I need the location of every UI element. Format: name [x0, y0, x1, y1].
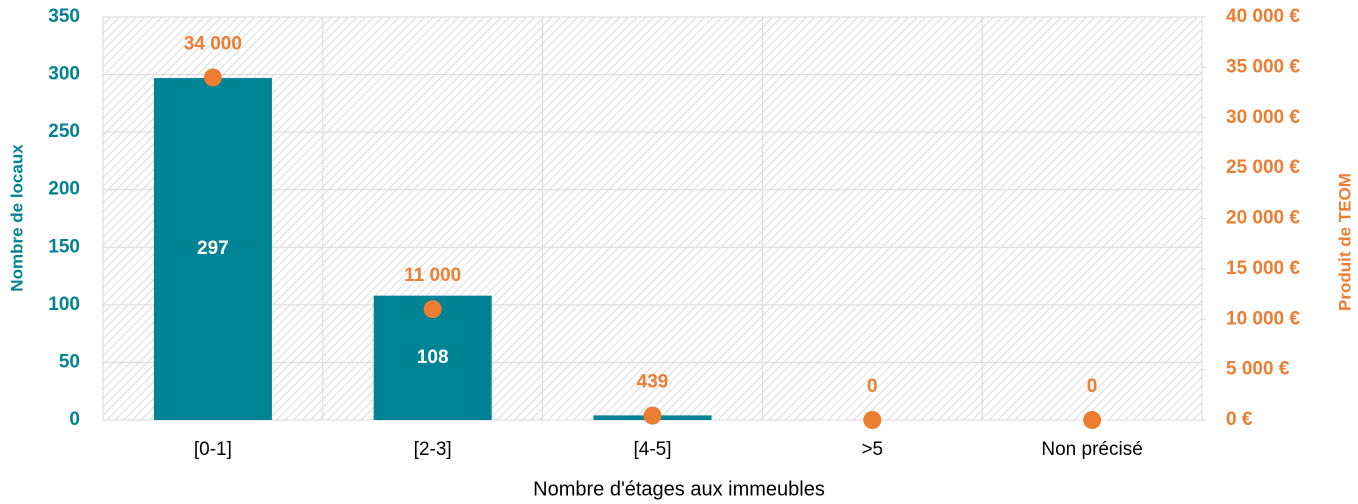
y-tick-label: 250: [48, 121, 80, 142]
point-value-label: 0: [1087, 376, 1098, 397]
y-tick-label: 150: [48, 236, 80, 257]
x-tick-label: [2-3]: [414, 439, 452, 460]
bar-value-label: 297: [197, 238, 229, 259]
plot-background: [103, 17, 1202, 420]
y-tick-label: 0: [69, 409, 80, 430]
point: [423, 300, 442, 319]
x-tick-label: [4-5]: [633, 439, 671, 460]
y-tick-label: 200: [48, 179, 80, 200]
bar: [153, 78, 272, 421]
y2-tick-label: 40 000 €: [1226, 6, 1300, 27]
y2-tick-label: 25 000 €: [1226, 157, 1300, 178]
point-value-label: 34 000: [184, 33, 242, 54]
point-value-label: 0: [867, 376, 878, 397]
y-tick-label: 50: [59, 351, 80, 372]
point: [203, 68, 222, 87]
x-tick-label: [0-1]: [194, 439, 232, 460]
y2-tick-label: 0 €: [1226, 409, 1253, 430]
y2-tick-label: 10 000 €: [1226, 308, 1300, 329]
point: [643, 406, 662, 425]
point-value-label: 11 000: [404, 265, 461, 286]
point: [1083, 411, 1102, 429]
x-tick-label: Non précisé: [1041, 439, 1142, 460]
x-axis-title: Nombre d'étages aux immeubles: [533, 478, 825, 500]
y2-tick-label: 15 000 €: [1226, 258, 1300, 279]
y-tick-label: 300: [48, 64, 80, 85]
y2-tick-label: 5 000 €: [1226, 359, 1290, 380]
y2-tick-label: 20 000 €: [1226, 208, 1300, 229]
y2-axis-title: Produit de TEOM: [1335, 173, 1354, 311]
point-value-label: 439: [637, 372, 669, 393]
y2-tick-label: 35 000 €: [1226, 56, 1300, 77]
point: [863, 411, 882, 429]
y-axis-title: Nombre de locaux: [7, 144, 26, 292]
y-tick-label: 100: [48, 294, 80, 315]
x-tick-label: >5: [861, 439, 883, 460]
y-tick-label: 350: [48, 6, 80, 27]
bar-value-label: 108: [417, 347, 449, 368]
y2-tick-label: 30 000 €: [1226, 107, 1300, 128]
